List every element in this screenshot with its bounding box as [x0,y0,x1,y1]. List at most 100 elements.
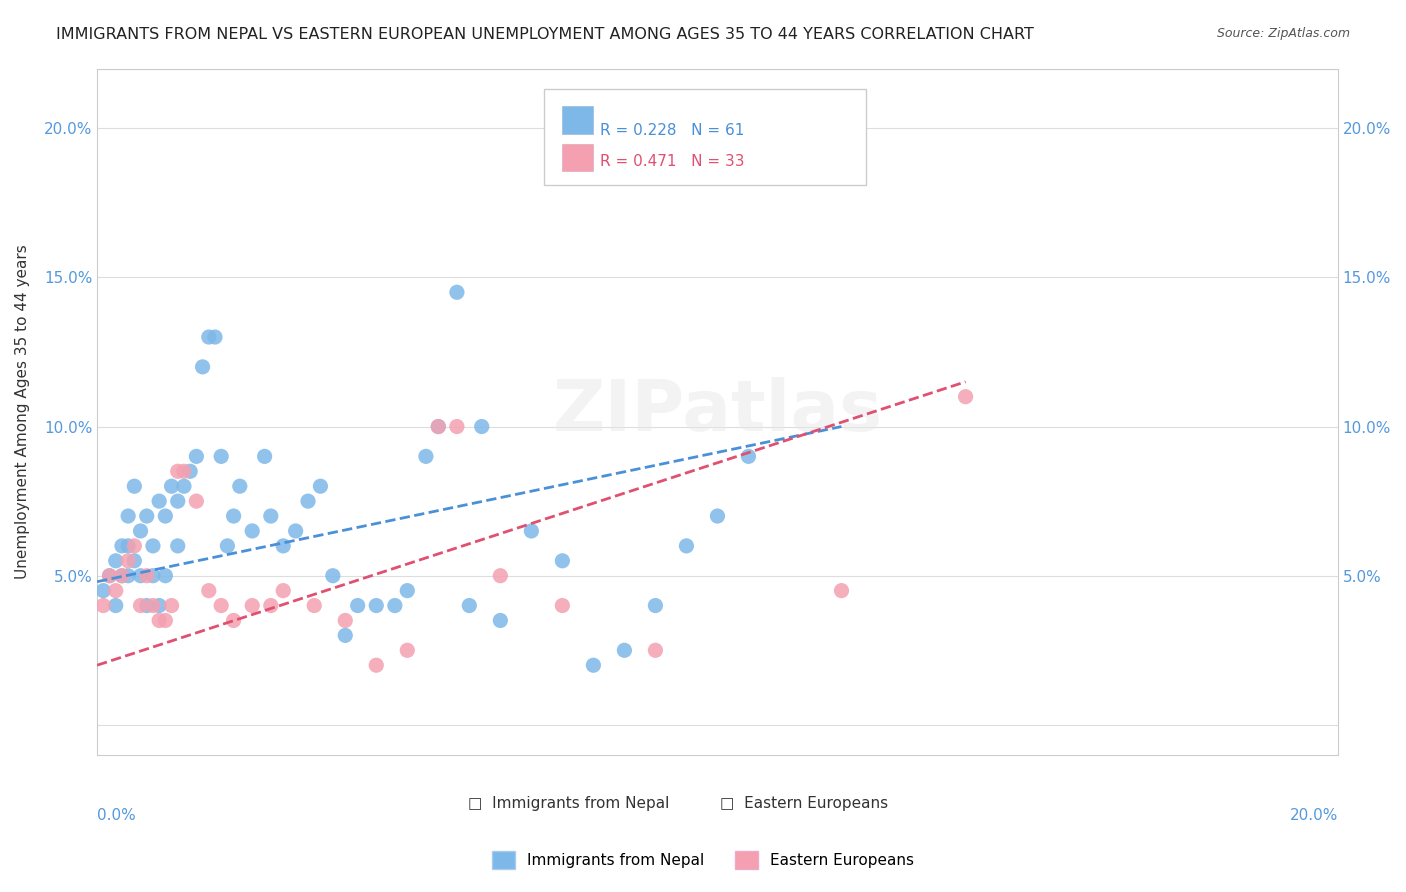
Point [260,509,283,524]
FancyBboxPatch shape [562,144,593,171]
Point [209,450,232,464]
Point [768,151,790,165]
Point [384,599,406,613]
Point [489,614,512,628]
Point [173,479,195,493]
Point [98,568,121,582]
Point [197,583,219,598]
Point [135,568,157,582]
Point [160,479,183,493]
Point [91,583,114,598]
Text: 0.0%: 0.0% [97,808,136,823]
Point [129,568,152,582]
Point [346,599,368,613]
Point [271,583,294,598]
Point [551,599,574,613]
Point [675,539,697,553]
Point [135,599,157,613]
FancyBboxPatch shape [544,89,866,186]
Point [148,614,170,628]
Point [396,643,419,657]
Point [322,568,344,582]
Point [179,464,201,478]
Point [124,479,146,493]
Point [197,330,219,344]
Point [335,628,357,642]
Point [186,494,208,508]
Text: □  Immigrants from Nepal: □ Immigrants from Nepal [468,796,669,811]
Text: ZIPatlas: ZIPatlas [553,377,883,446]
Point [155,568,177,582]
Point [458,599,481,613]
Point [117,539,139,553]
Point [446,419,468,434]
Text: R = 0.471   N = 33: R = 0.471 N = 33 [599,154,744,169]
Point [111,568,134,582]
Point [166,539,188,553]
Point [489,568,512,582]
Point [124,554,146,568]
Point [366,658,388,673]
Point [222,614,245,628]
Point [297,494,319,508]
Point [831,583,853,598]
Text: Source: ZipAtlas.com: Source: ZipAtlas.com [1216,27,1350,40]
Point [644,643,666,657]
Point [415,450,437,464]
Point [955,390,977,404]
Legend: Immigrants from Nepal, Eastern Europeans: Immigrants from Nepal, Eastern Europeans [486,845,920,875]
Point [366,599,388,613]
Text: IMMIGRANTS FROM NEPAL VS EASTERN EUROPEAN UNEMPLOYMENT AMONG AGES 35 TO 44 YEARS: IMMIGRANTS FROM NEPAL VS EASTERN EUROPEA… [56,27,1035,42]
Point [111,539,134,553]
Point [309,479,332,493]
Point [209,599,232,613]
Point [117,554,139,568]
Point [129,524,152,538]
Point [104,554,127,568]
Point [551,554,574,568]
Text: 20.0%: 20.0% [1289,808,1337,823]
Point [117,509,139,524]
Point [98,568,121,582]
Point [217,539,239,553]
Point [129,599,152,613]
Point [427,419,450,434]
Point [111,568,134,582]
Point [613,643,636,657]
Point [520,524,543,538]
Point [644,599,666,613]
Point [166,464,188,478]
Point [737,450,759,464]
Point [155,614,177,628]
Point [142,539,165,553]
Point [204,330,226,344]
Point [117,568,139,582]
Point [240,524,263,538]
Text: R = 0.228   N = 61: R = 0.228 N = 61 [599,123,744,138]
Point [446,285,468,300]
Point [142,568,165,582]
Point [302,599,325,613]
Y-axis label: Unemployment Among Ages 35 to 44 years: Unemployment Among Ages 35 to 44 years [15,244,30,579]
Point [335,614,357,628]
Point [104,583,127,598]
Point [173,464,195,478]
Point [124,539,146,553]
Point [155,509,177,524]
Point [148,599,170,613]
Point [229,479,252,493]
FancyBboxPatch shape [562,106,593,134]
Point [166,494,188,508]
Point [240,599,263,613]
Text: □  Eastern Europeans: □ Eastern Europeans [720,796,889,811]
Point [222,509,245,524]
Point [148,494,170,508]
Point [142,599,165,613]
Point [396,583,419,598]
Point [186,450,208,464]
Point [191,359,214,374]
Point [253,450,276,464]
Point [260,599,283,613]
Point [104,599,127,613]
Point [91,599,114,613]
